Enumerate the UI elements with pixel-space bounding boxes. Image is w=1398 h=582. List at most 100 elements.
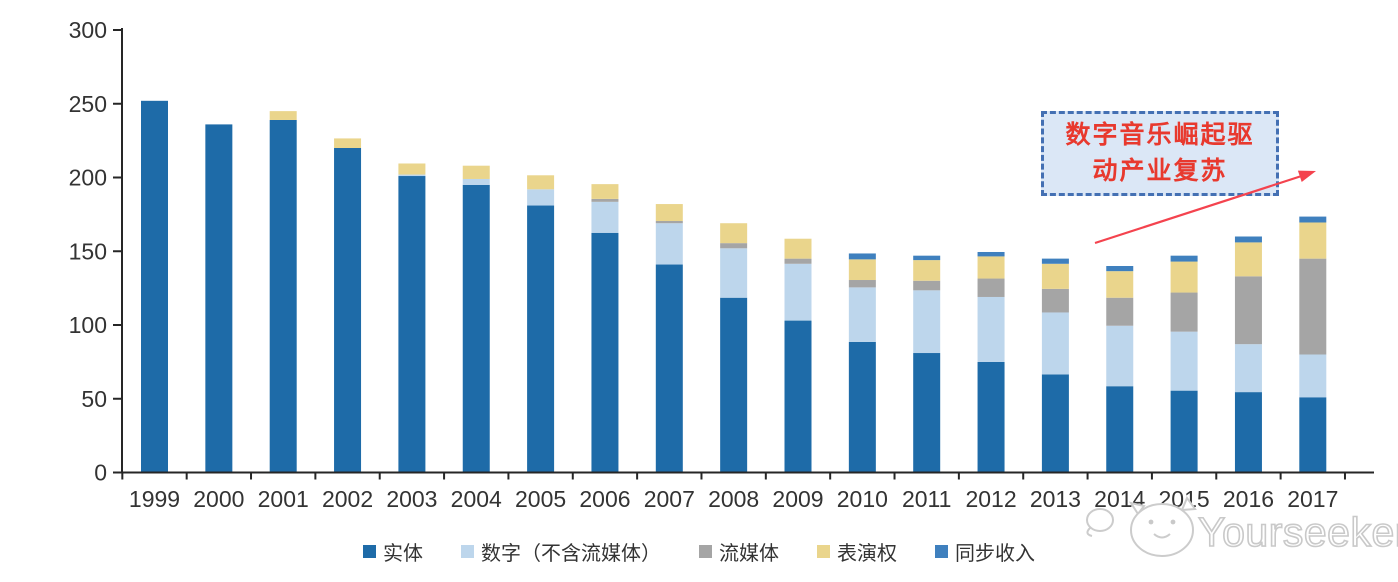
legend-item-2: 流媒体 <box>699 537 779 566</box>
bar-segment <box>527 189 555 206</box>
cat-face-doodle-icon <box>1086 495 1197 557</box>
bar-segment <box>848 287 876 342</box>
bar-segment <box>913 290 941 354</box>
bar-segment <box>977 256 1005 279</box>
x-tick-label: 2008 <box>708 486 759 512</box>
watermark: Yourseeker <box>1086 495 1398 557</box>
bar-segment <box>1106 271 1134 298</box>
legend-label: 同步收入 <box>955 543 1035 565</box>
y-tick-label: 150 <box>69 238 107 264</box>
x-tick-label: 2001 <box>258 486 309 512</box>
bar-segment <box>527 175 555 190</box>
bar-segment <box>1041 258 1069 264</box>
bar-segment <box>334 138 362 148</box>
bar-segment <box>1106 386 1134 473</box>
bar-segment <box>720 248 748 298</box>
bar-segment <box>269 119 297 473</box>
legend-label: 数字（不含流媒体） <box>481 543 661 565</box>
bar-segment <box>334 148 362 473</box>
bar-segment <box>1234 392 1262 473</box>
legend-label: 表演权 <box>837 543 897 565</box>
bar-segment <box>398 176 426 473</box>
bar-segment <box>913 280 941 291</box>
bar-segment <box>848 253 876 260</box>
bar-segment <box>720 297 748 473</box>
bar-segment <box>1106 297 1134 326</box>
bar-segment <box>591 201 619 233</box>
legend-label: 流媒体 <box>719 543 779 565</box>
legend-swatch-icon <box>363 545 376 558</box>
chart-legend: 实体 数字（不含流媒体） 流媒体 表演权 同步收入 <box>0 537 1398 566</box>
x-tick-label: 2011 <box>902 486 951 512</box>
bar-segment <box>462 184 490 473</box>
x-tick-label: 2012 <box>965 486 1016 512</box>
legend-item-1: 数字（不含流媒体） <box>461 537 661 566</box>
bar-segment <box>1234 236 1262 243</box>
x-tick-label: 2017 <box>1287 486 1338 512</box>
bar-segment <box>977 296 1005 362</box>
legend-swatch-icon <box>935 545 948 558</box>
y-tick-label: 300 <box>69 17 107 43</box>
bar-segment <box>784 238 812 259</box>
x-tick-label: 2007 <box>644 486 695 512</box>
bar-segment <box>913 255 941 261</box>
y-tick-label: 0 <box>94 460 107 486</box>
bar-segment <box>1170 261 1198 293</box>
legend-swatch-icon <box>461 545 474 558</box>
bar-segment <box>527 205 555 473</box>
bar-segment <box>1170 255 1198 262</box>
bar-segment <box>1234 242 1262 277</box>
bar-segment <box>1234 276 1262 345</box>
legend-swatch-icon <box>817 545 830 558</box>
bar-segment <box>655 223 683 265</box>
bar-segment <box>977 361 1005 473</box>
bar-segment <box>1234 344 1262 393</box>
x-tick-label: 2003 <box>386 486 437 512</box>
y-tick-label: 50 <box>81 386 107 412</box>
bar-segment <box>655 221 683 224</box>
bar-segment <box>1299 216 1327 223</box>
bar-segment <box>977 251 1005 257</box>
bar-segment <box>1106 266 1134 272</box>
bar-segment <box>1170 331 1198 391</box>
bar-segment <box>784 258 812 264</box>
bar-segment <box>913 353 941 473</box>
x-tick-label: 2006 <box>579 486 630 512</box>
bar-segment <box>591 232 619 473</box>
x-tick-label: 2010 <box>837 486 888 512</box>
x-tick-label: 2016 <box>1223 486 1274 512</box>
x-tick-label: 2005 <box>515 486 566 512</box>
bar-segment <box>1170 292 1198 332</box>
bar-segment <box>848 341 876 473</box>
bar-segment <box>655 204 683 222</box>
bar-segment <box>720 243 748 249</box>
annotation-box: 数字音乐崛起驱 动产业复苏 <box>1041 111 1279 196</box>
legend-label: 实体 <box>383 543 423 565</box>
bar-segment <box>591 198 619 202</box>
bar-segment <box>1041 312 1069 375</box>
bar-segment <box>462 165 490 179</box>
y-tick-label: 200 <box>69 165 107 191</box>
x-tick-label: 2004 <box>451 486 502 512</box>
bar-segment <box>848 280 876 288</box>
bar-segment <box>1041 374 1069 473</box>
bar-segment <box>784 320 812 473</box>
bar-segment <box>591 184 619 199</box>
bar-segment <box>205 124 233 473</box>
bar-segment <box>1299 354 1327 398</box>
legend-item-3: 表演权 <box>817 537 897 566</box>
legend-item-4: 同步收入 <box>935 537 1035 566</box>
legend-item-0: 实体 <box>363 537 423 566</box>
x-tick-label: 2002 <box>322 486 373 512</box>
bar-segment <box>1041 263 1069 289</box>
bar-segment <box>913 260 941 281</box>
bar-segment <box>1299 222 1327 259</box>
bar-segment <box>1170 390 1198 473</box>
bar-segment <box>784 263 812 321</box>
bar-segment <box>1106 325 1134 387</box>
bar-segment <box>462 178 490 185</box>
bar-segment <box>1299 258 1327 355</box>
bar-segment <box>977 278 1005 297</box>
